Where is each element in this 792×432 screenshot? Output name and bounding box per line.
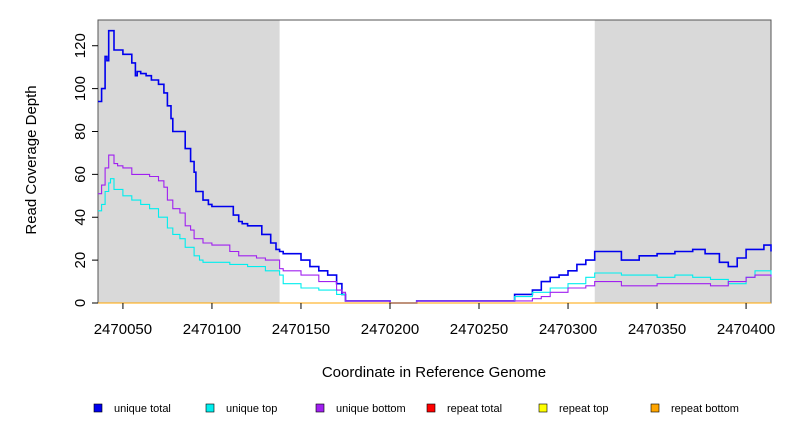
x-tick-label: 2470100 — [183, 321, 241, 338]
y-tick-label: 120 — [72, 33, 89, 58]
axes: 2470050 2470100 2470150 2470200 2470250 24703… — [72, 33, 775, 338]
legend-swatch — [538, 403, 548, 413]
legend-label: repeat top — [559, 403, 609, 415]
x-tick-label: 2470050 — [94, 321, 152, 338]
legend-swatch — [315, 403, 325, 413]
x-tick-label: 2470250 — [450, 321, 508, 338]
shaded-regions — [98, 20, 771, 303]
legend-label: unique bottom — [336, 403, 406, 415]
x-tick-label: 2470300 — [539, 321, 597, 338]
series-line-unique-total — [98, 29, 772, 304]
legend-swatch — [93, 403, 103, 413]
legend: unique total unique top unique bottom repea… — [93, 403, 739, 415]
y-tick-label: 20 — [72, 252, 89, 269]
legend-label: unique top — [226, 403, 277, 415]
legend-swatch — [426, 403, 436, 413]
x-tick-label: 2470150 — [272, 321, 330, 338]
y-tick-label: 0 — [72, 299, 89, 307]
y-tick-label: 100 — [72, 76, 89, 101]
series-line-unique-bottom — [98, 154, 772, 304]
x-tick-label: 2470350 — [628, 321, 686, 338]
x-axis-title: Coordinate in Reference Genome — [322, 364, 546, 381]
y-tick-label: 60 — [72, 166, 89, 183]
legend-swatch — [650, 403, 660, 413]
series-lines — [98, 29, 772, 304]
legend-label: unique total — [114, 403, 171, 415]
y-tick-label: 40 — [72, 209, 89, 226]
legend-label: repeat bottom — [671, 403, 739, 415]
y-axis-title: Read Coverage Depth — [23, 85, 40, 234]
series-line-unique-top — [98, 178, 772, 304]
legend-swatch — [205, 403, 215, 413]
x-tick-label: 2470200 — [361, 321, 419, 338]
y-tick-label: 80 — [72, 123, 89, 140]
shaded-region-2 — [594, 20, 771, 303]
shaded-region-1 — [98, 20, 280, 303]
x-tick-label: 2470400 — [717, 321, 775, 338]
legend-label: repeat total — [447, 403, 502, 415]
